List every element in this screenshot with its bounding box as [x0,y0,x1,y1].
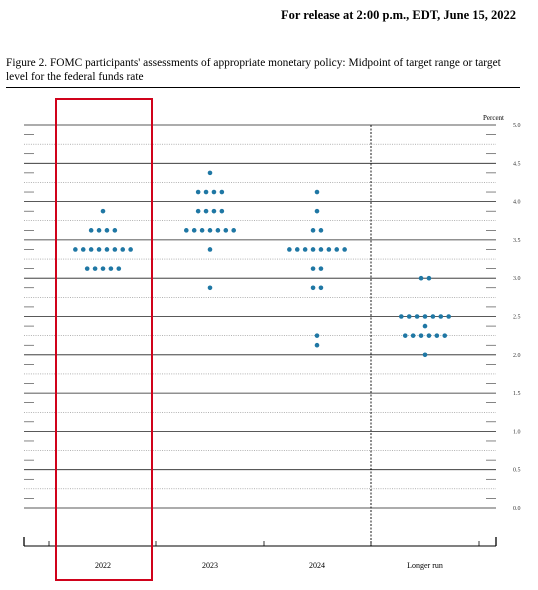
participant-dot [314,208,320,214]
y-tick-label: 5.0 [513,123,521,129]
participant-dot [310,247,316,252]
x-category-label: 2023 [202,561,218,570]
participant-dot [310,285,316,291]
participant-dot [219,189,225,195]
participant-dot [88,228,94,233]
participant-dot [314,342,320,348]
y-tick-label: 1.5 [513,391,521,397]
participant-dot [302,247,308,252]
participant-dot [108,266,114,271]
participant-dot [104,247,110,252]
participant-dot [318,247,324,252]
participant-dot [207,247,213,252]
participant-dot [294,247,300,252]
participant-dot [128,247,133,252]
participant-dot [84,266,90,271]
participant-dot [207,285,213,291]
participant-dot [414,314,420,319]
participant-dot [219,208,225,214]
participant-dot [203,189,209,195]
participant-dot [426,333,432,338]
y-tick-label: 1.0 [513,429,521,435]
participant-dot [287,247,292,252]
y-tick-label: 0.5 [513,468,521,474]
participant-dot [112,228,118,233]
caption-rule [6,87,520,88]
highlight-box-2022 [55,98,153,581]
participant-dot [446,314,452,319]
participant-dot [318,285,324,291]
participant-dot [112,247,118,252]
x-category-label: Longer run [407,561,443,570]
y-tick-label: 4.5 [513,161,521,167]
participant-dot [195,208,201,214]
participant-dot [402,333,408,338]
participant-dot [116,266,122,271]
participant-dot [195,189,201,195]
y-tick-label: 3.5 [513,238,521,244]
participant-dot [334,247,340,252]
y-tick-label: 4.0 [513,200,521,206]
participant-dot [88,247,94,252]
participant-dot [422,323,428,329]
participant-dot [73,247,78,252]
participant-dot [342,247,347,252]
participant-dot [184,228,189,233]
participant-dot [211,208,217,214]
participant-dot [314,333,320,338]
participant-dot [100,266,106,271]
participant-dot [310,266,316,271]
participant-dot [438,314,444,319]
participant-dot [326,247,332,252]
participant-dot [215,228,221,233]
y-axis-unit-label: Percent [483,114,504,122]
participant-dot [399,314,404,319]
participant-dot [203,208,209,214]
participant-dot [231,228,236,233]
participant-dot [207,170,213,176]
x-category-label: 2024 [309,561,325,570]
participant-dot [410,333,416,338]
participant-dot [211,189,217,195]
participant-dot [418,275,424,281]
y-tick-label: 3.0 [513,276,521,282]
figure-caption: Figure 2. FOMC participants' assessments… [6,57,501,83]
participant-dot [310,228,316,233]
participant-dot [426,275,432,281]
participant-dot [80,247,86,252]
participant-dot [434,333,440,338]
participant-dot [207,228,213,233]
release-date: For release at 2:00 p.m., EDT, June 15, … [280,8,516,22]
participant-dot [191,228,197,233]
y-tick-label: 2.5 [513,315,521,321]
participant-dot [314,189,320,195]
participant-dot [199,228,205,233]
participant-dot [92,266,98,271]
participant-dot [100,208,106,214]
participant-dot [318,266,324,271]
participant-dot [422,314,428,319]
participant-dot [104,228,110,233]
participant-dot [430,314,436,319]
y-tick-label: 0.0 [513,506,521,512]
participant-dot [223,228,229,233]
x-category-label: 2022 [95,561,111,570]
participant-dot [318,228,324,233]
participant-dot [120,247,126,252]
participant-dot [96,247,102,252]
participant-dot [442,333,448,338]
y-tick-label: 2.0 [513,353,521,359]
participant-dot [418,333,424,338]
participant-dot [406,314,412,319]
participant-dot [422,352,428,358]
participant-dot [96,228,102,233]
